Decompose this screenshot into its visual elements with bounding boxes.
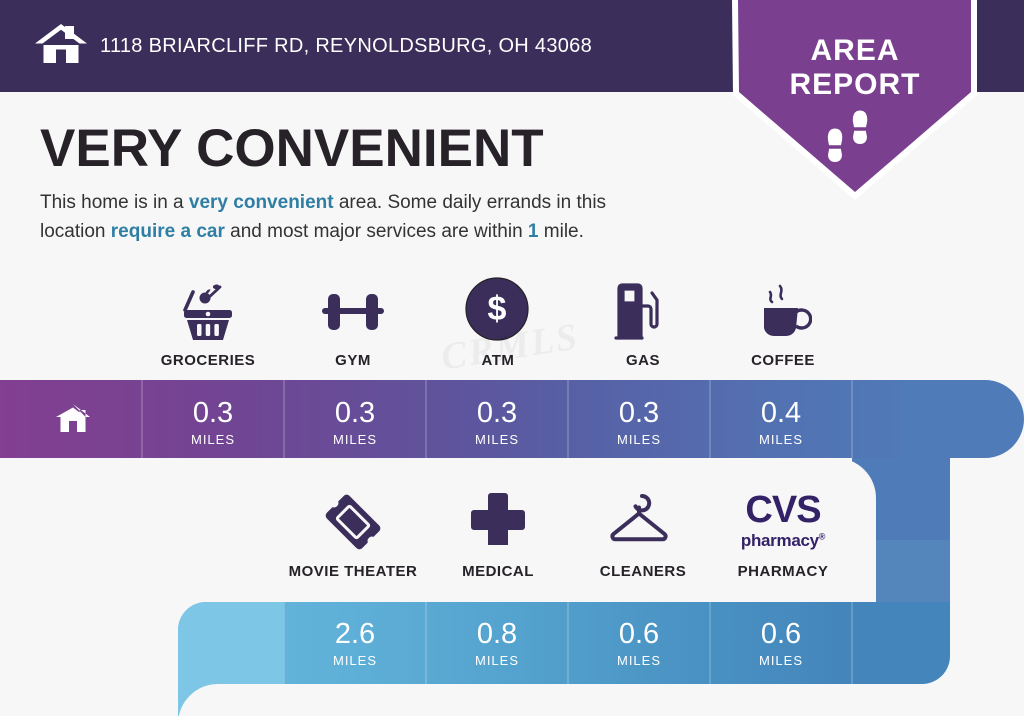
svg-text:$: $	[488, 290, 507, 328]
